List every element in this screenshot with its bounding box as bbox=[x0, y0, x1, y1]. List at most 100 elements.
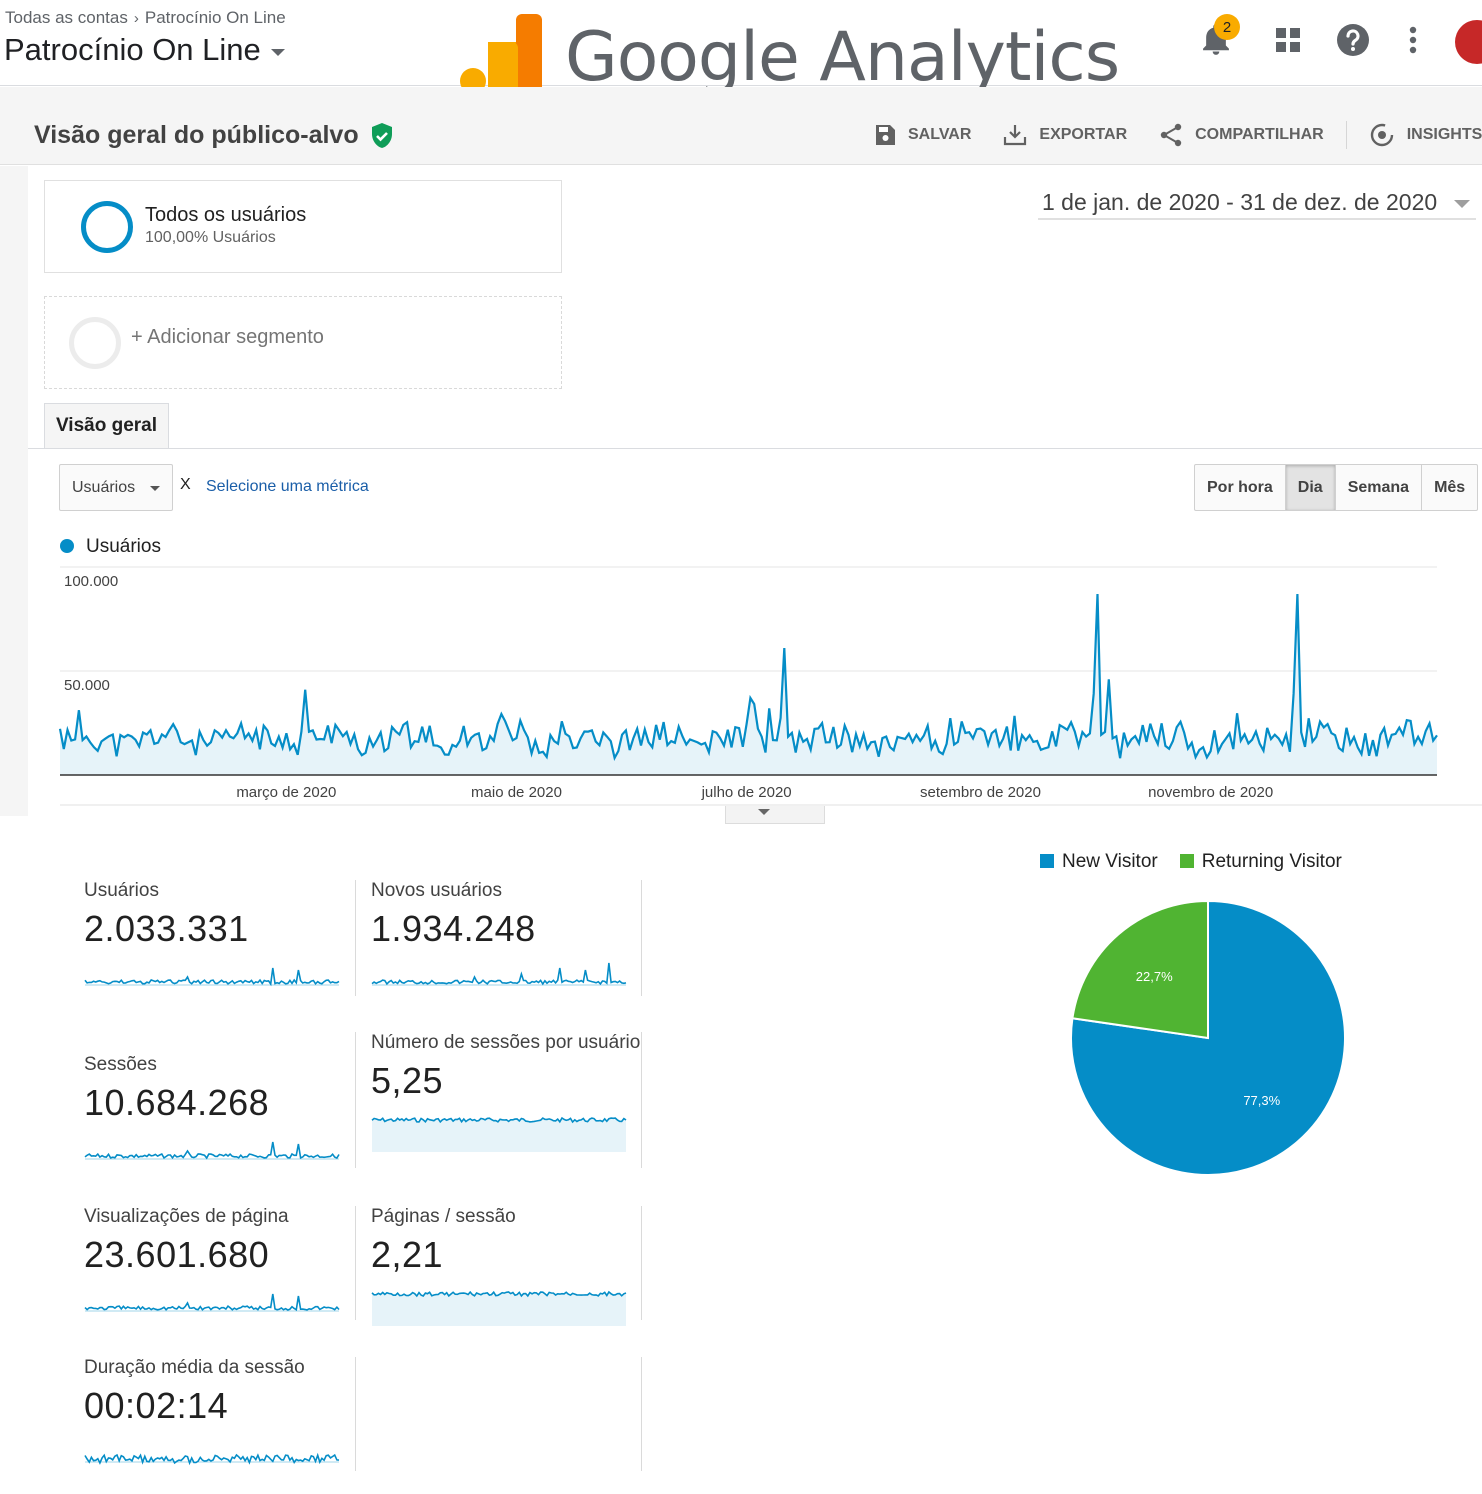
google-analytics-logo-icon bbox=[460, 14, 542, 94]
page-title: Visão geral do público-alvo bbox=[34, 121, 359, 149]
granularity-week[interactable]: Semana bbox=[1336, 465, 1423, 510]
divider bbox=[1345, 121, 1347, 149]
avatar[interactable] bbox=[1455, 20, 1482, 64]
scorecard-users[interactable]: Usuários 2.033.331 bbox=[84, 880, 354, 992]
scorecard-pageviews[interactable]: Visualizações de página 23.601.680 bbox=[84, 1206, 354, 1318]
scorecard-sessions[interactable]: Sessões 10.684.268 bbox=[84, 1054, 354, 1166]
sparkline-area bbox=[372, 1292, 626, 1326]
divider bbox=[641, 1032, 642, 1168]
scorecard-pages-per-session[interactable]: Páginas / sessão 2,21 bbox=[371, 1206, 641, 1326]
scorecard-value: 2.033.331 bbox=[84, 908, 249, 949]
property-selector[interactable]: Patrocínio On Line bbox=[4, 32, 285, 68]
scorecard-value: 10.684.268 bbox=[84, 1082, 270, 1123]
metric-dropdown-value: Usuários bbox=[72, 478, 136, 496]
legend-label: Returning Visitor bbox=[1201, 851, 1342, 872]
apps-grid-icon bbox=[1276, 28, 1300, 52]
scorecard-new-users[interactable]: Novos usuários 1.934.248 bbox=[371, 880, 641, 992]
x-tick-label: julho de 2020 bbox=[701, 784, 792, 801]
granularity-day[interactable]: Dia bbox=[1285, 465, 1336, 510]
divider bbox=[355, 880, 356, 996]
segment-ring-empty-icon bbox=[69, 317, 121, 369]
scorecard-label: Novos usuários bbox=[371, 880, 502, 901]
insights-button[interactable]: INSIGHTS bbox=[1369, 122, 1482, 148]
chevron-right-icon: › bbox=[133, 10, 139, 27]
series-area-users bbox=[60, 594, 1437, 775]
more-vert-icon bbox=[1409, 26, 1417, 54]
sparkline-area bbox=[372, 1118, 626, 1152]
segment-all-users[interactable]: Todos os usuários 100,00% Usuários bbox=[44, 180, 562, 273]
series-line-users[interactable] bbox=[58, 593, 1438, 761]
help-button[interactable] bbox=[1333, 20, 1373, 60]
report-title: Visão geral do público-alvo bbox=[34, 121, 393, 150]
scorecard-label: Sessões bbox=[84, 1054, 157, 1075]
chevron-down-icon bbox=[150, 486, 160, 491]
y-tick-label: 50.000 bbox=[64, 677, 110, 694]
notifications-button[interactable]: 2 bbox=[1196, 14, 1240, 60]
select-metric-link[interactable]: Selecione uma métrica bbox=[206, 478, 369, 495]
legend-swatch bbox=[1179, 854, 1194, 868]
scorecard-value: 1.934.248 bbox=[371, 908, 536, 949]
tab-overview[interactable]: Visão geral bbox=[44, 403, 169, 449]
legend-swatch-users bbox=[60, 539, 74, 553]
insights-label: INSIGHTS bbox=[1406, 126, 1482, 143]
apps-button[interactable] bbox=[1268, 20, 1308, 60]
chevron-down-icon bbox=[270, 48, 285, 56]
sparkline bbox=[371, 962, 627, 986]
sparkline bbox=[371, 1290, 627, 1326]
verified-shield-icon bbox=[371, 122, 392, 148]
share-button[interactable]: COMPARTILHAR bbox=[1159, 123, 1324, 147]
granularity-toggle: Por hora Dia Semana Mês bbox=[1194, 464, 1479, 511]
insights-icon bbox=[1370, 123, 1393, 147]
legend-swatch bbox=[1040, 854, 1054, 868]
add-segment-label: + Adicionar segmento bbox=[131, 326, 324, 348]
help-icon bbox=[1337, 24, 1369, 56]
date-range-label: 1 de jan. de 2020 - 31 de dez. de 2020 bbox=[1042, 188, 1438, 215]
breadcrumb-all-accounts[interactable]: Todas as contas bbox=[5, 8, 128, 27]
legend-item-returning-visitor[interactable]: Returning Visitor bbox=[1179, 851, 1342, 873]
users-timeline-chart[interactable]: 100.000 50.000 março de 2020 maio de 2020 ju… bbox=[0, 560, 1482, 810]
pie-slice-returning-visitor[interactable] bbox=[1071, 899, 1209, 1040]
sparkline-line bbox=[84, 967, 340, 987]
x-tick-label: setembro de 2020 bbox=[920, 784, 1041, 801]
export-label: EXPORTAR bbox=[1039, 126, 1128, 143]
date-range-picker[interactable]: 1 de jan. de 2020 - 31 de dez. de 2020 bbox=[1038, 186, 1476, 220]
sparkline-line bbox=[84, 1141, 340, 1160]
add-segment-button[interactable]: + Adicionar segmento bbox=[44, 296, 562, 389]
download-icon bbox=[1004, 125, 1027, 146]
sparkline-line bbox=[371, 962, 627, 986]
sparkline bbox=[371, 1116, 627, 1152]
scorecard-value: 00:02:14 bbox=[84, 1385, 229, 1426]
scorecard-label: Número de sessões por usuário bbox=[371, 1032, 641, 1053]
visitor-type-pie-chart[interactable]: 77,3% 22,7% bbox=[1060, 890, 1360, 1190]
x-tick-label: novembro de 2020 bbox=[1148, 784, 1273, 801]
sparkline-line bbox=[371, 1290, 627, 1298]
scorecard-label: Usuários bbox=[84, 880, 159, 901]
save-icon bbox=[876, 125, 895, 145]
scorecard-value: 5,25 bbox=[371, 1060, 444, 1101]
sparkline bbox=[84, 1452, 340, 1466]
breadcrumb-property[interactable]: Patrocínio On Line bbox=[144, 8, 286, 27]
granularity-month[interactable]: Mês bbox=[1434, 478, 1466, 496]
metric-dropdown[interactable]: Usuários bbox=[59, 464, 173, 511]
granularity-hour[interactable]: Por hora bbox=[1195, 465, 1286, 510]
scorecard-avg-session-duration[interactable]: Duração média da sessão 00:02:14 bbox=[84, 1357, 354, 1469]
scorecard-sessions-per-user[interactable]: Número de sessões por usuário 5,25 bbox=[371, 1032, 641, 1152]
pie-slice-new-visitor[interactable] bbox=[1070, 899, 1346, 1176]
more-options-button[interactable] bbox=[1393, 20, 1433, 60]
logo-wordmark: Google Analytics bbox=[565, 18, 1120, 97]
share-label: COMPARTILHAR bbox=[1195, 126, 1324, 143]
pie-slice-label: 22,7% bbox=[1136, 969, 1173, 984]
breadcrumb[interactable]: Todas as contas › Patrocínio On Line bbox=[5, 8, 286, 28]
save-button[interactable]: SALVAR bbox=[874, 124, 971, 146]
sparkline bbox=[84, 1293, 340, 1312]
scorecard-label: Duração média da sessão bbox=[84, 1357, 305, 1378]
chart-collapse-handle[interactable] bbox=[725, 806, 825, 824]
chevron-down-icon bbox=[1454, 200, 1470, 208]
x-tick-label: maio de 2020 bbox=[471, 784, 562, 801]
sparkline-line bbox=[371, 1116, 627, 1124]
export-button[interactable]: EXPORTAR bbox=[1003, 124, 1127, 146]
segment-ring-icon bbox=[81, 201, 133, 253]
legend-item-new-visitor[interactable]: New Visitor bbox=[1040, 851, 1158, 873]
versus-label: X bbox=[180, 476, 191, 493]
divider bbox=[641, 1206, 642, 1320]
